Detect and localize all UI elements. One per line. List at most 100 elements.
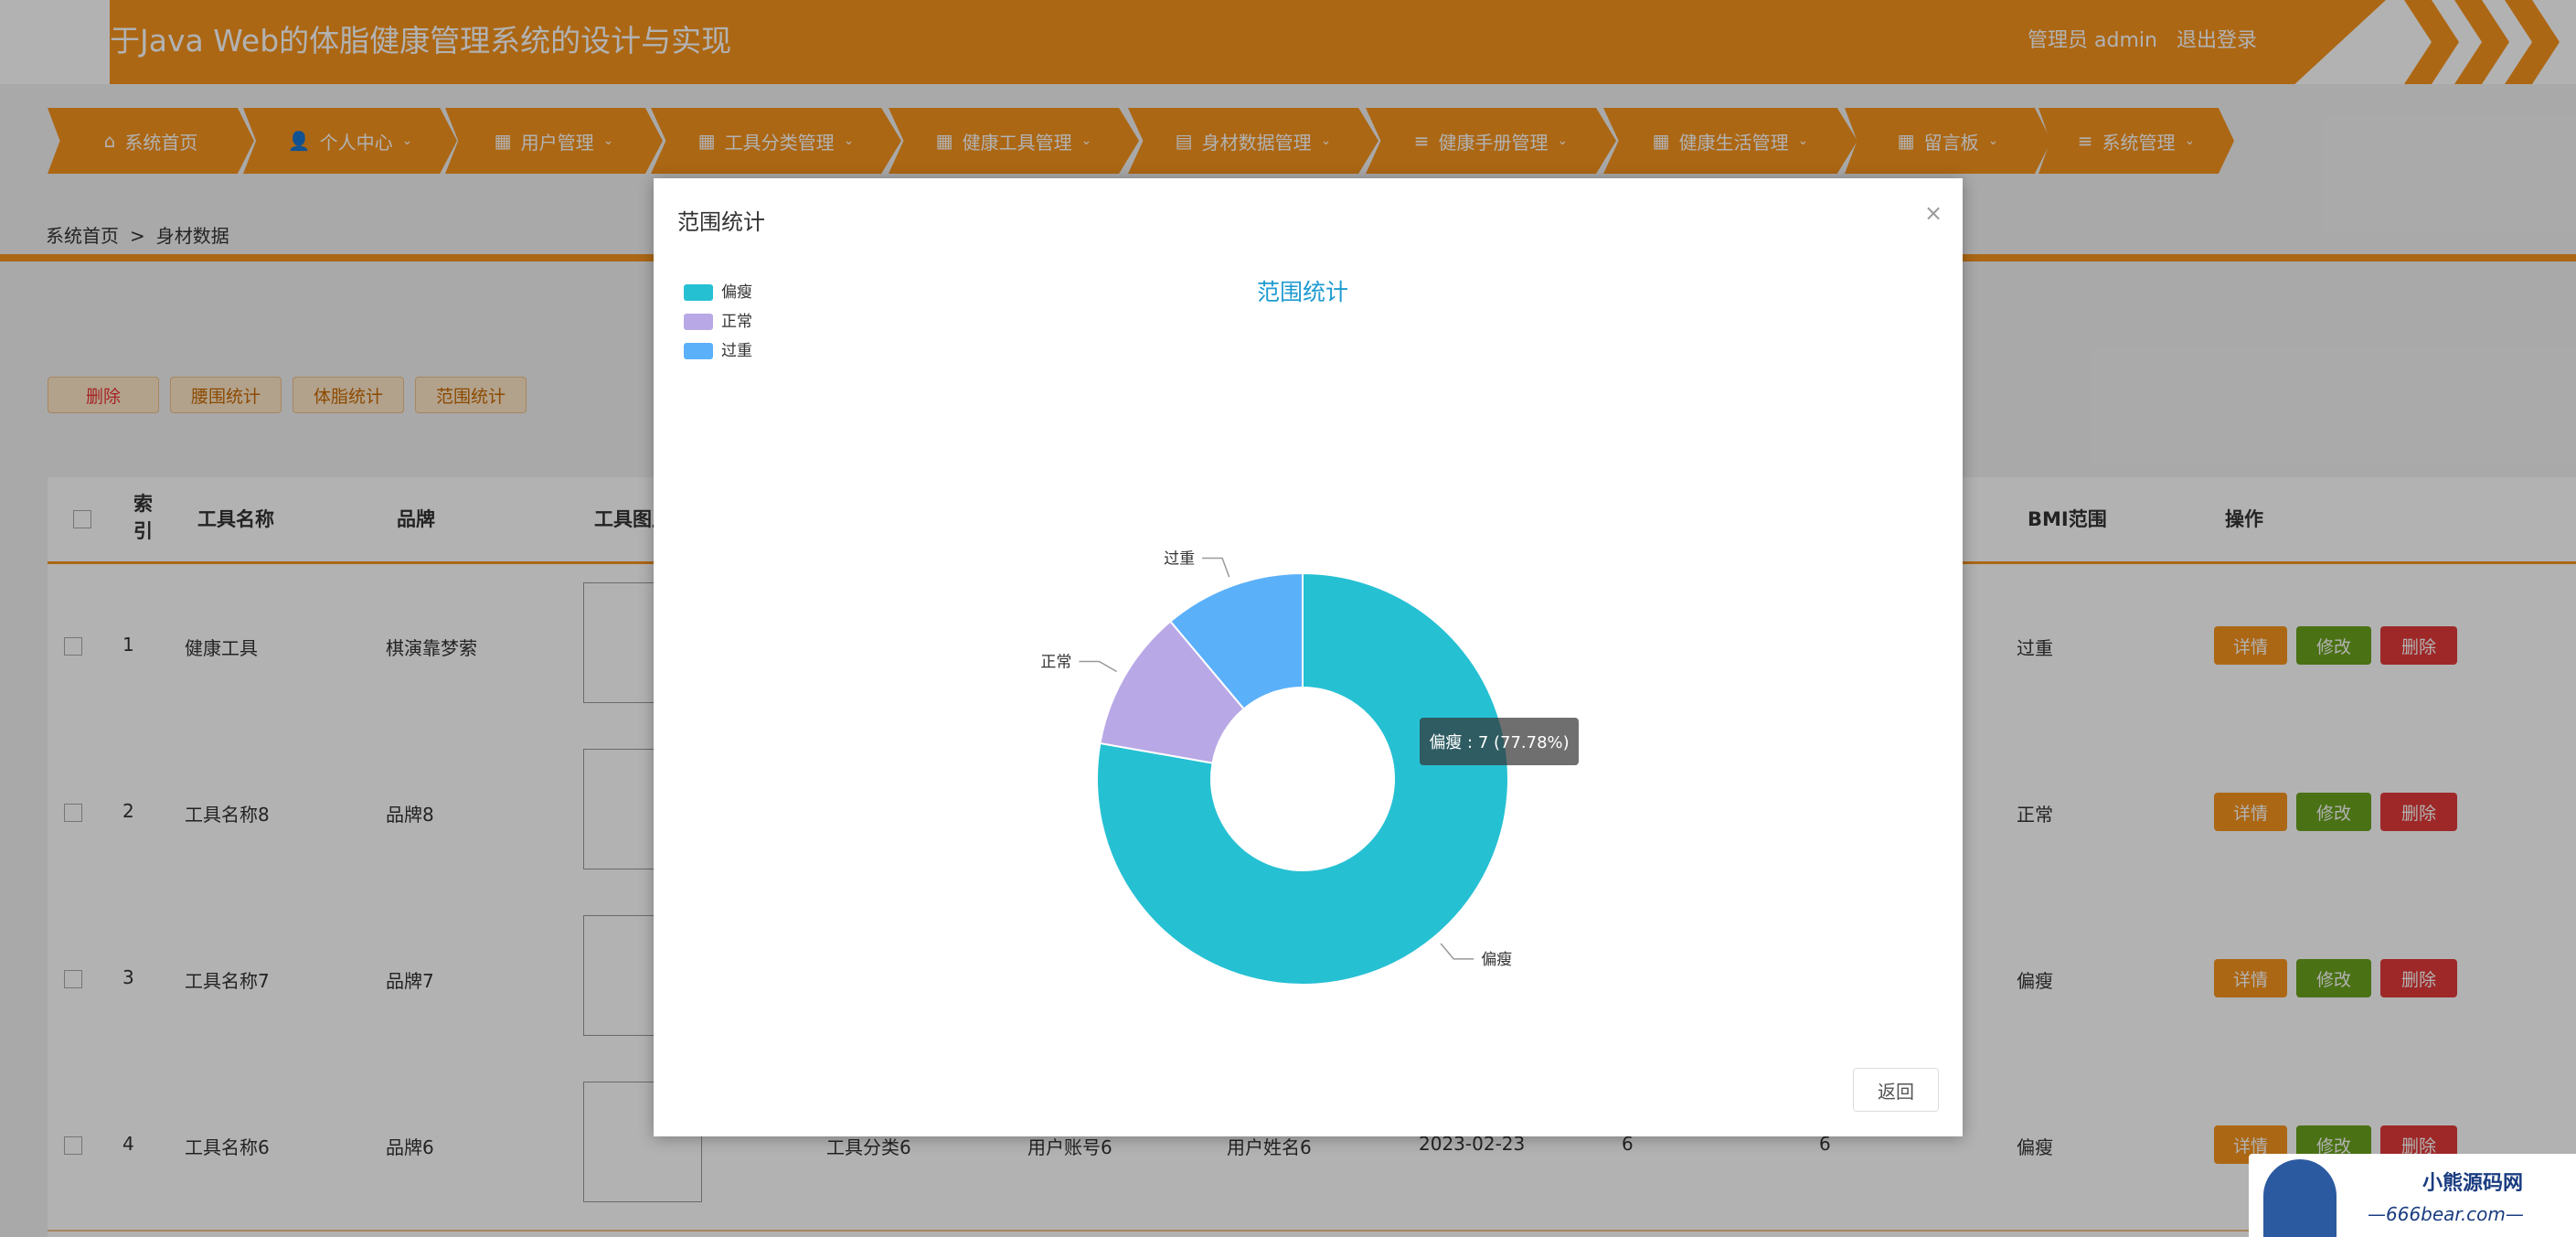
main-nav: ⌂ 系统首页 👤 个人中心 ⌄ ▦ 用户管理 ⌄ ▦ 工具分类管理 ⌄ ▦ 健康工具管理 ⌄ ▤ 身材数据管理… bbox=[0, 101, 2576, 183]
label-line bbox=[1440, 943, 1474, 960]
th-index: 索引 bbox=[133, 493, 153, 542]
delete-button[interactable]: 删除 bbox=[48, 377, 159, 413]
row-extra-4: 6 bbox=[1622, 1133, 1634, 1155]
logout-link[interactable]: 退出登录 bbox=[2176, 29, 2257, 52]
nav-item-label: 健康手册管理 bbox=[1438, 131, 1549, 154]
chevron-down-icon: ⌄ bbox=[843, 133, 855, 148]
chevron-down-icon: ⌄ bbox=[1987, 133, 1999, 148]
home-icon: ⌂ bbox=[103, 130, 116, 152]
row-name: 工具名称6 bbox=[185, 1136, 270, 1158]
site-title: 于Java Web的体脂健康管理系统的设计与实现 bbox=[110, 23, 732, 59]
row-checkbox[interactable] bbox=[64, 970, 82, 988]
range-stats-modal: 范围统计 × 范围统计 偏瘦 正常 过重 偏瘦 正常 过重 偏瘦 : 7 (77.78%) 返… bbox=[654, 178, 1963, 1136]
row-brand: 棋演靠梦萦 bbox=[386, 637, 477, 659]
label-line bbox=[1202, 557, 1230, 578]
nav-item-7[interactable]: ▦ 健康生活管理 ⌄ bbox=[1603, 108, 1857, 174]
breadcrumb: 系统首页 > 身材数据 bbox=[46, 221, 229, 248]
nav-item-label: 系统管理 bbox=[2102, 131, 2176, 154]
return-button[interactable]: 返回 bbox=[1853, 1068, 1939, 1112]
row-name: 健康工具 bbox=[185, 637, 258, 659]
row-bmi-range: 偏瘦 bbox=[2017, 970, 2053, 992]
nav-item-9[interactable]: ≡ 系统管理 ⌄ bbox=[2038, 108, 2234, 174]
breadcrumb-home[interactable]: 系统首页 bbox=[46, 225, 119, 247]
legend-swatch bbox=[684, 314, 713, 330]
nav-item-5[interactable]: ▤ 身材数据管理 ⌄ bbox=[1128, 108, 1378, 174]
nav-item-3[interactable]: ▦ 工具分类管理 ⌄ bbox=[651, 108, 901, 174]
legend-label: 偏瘦 bbox=[721, 283, 752, 302]
delete-row-button[interactable]: 删除 bbox=[2380, 793, 2457, 831]
nav-item-label: 身材数据管理 bbox=[1201, 131, 1312, 154]
close-icon[interactable]: × bbox=[1924, 200, 1943, 226]
tooltip-text: 偏瘦 : 7 (77.78%) bbox=[1429, 733, 1569, 752]
legend-swatch bbox=[684, 343, 713, 359]
nav-item-1[interactable]: 👤 个人中心 ⌄ bbox=[243, 108, 457, 174]
chevron-down-icon: ⌄ bbox=[1320, 133, 1332, 148]
row-extra-0: 工具分类6 bbox=[826, 1136, 911, 1158]
legend-label: 正常 bbox=[721, 313, 752, 331]
header: 于Java Web的体脂健康管理系统的设计与实现 管理员 admin 退出登录 bbox=[0, 0, 2576, 84]
th-bmi-range: BMI范围 bbox=[2028, 508, 2107, 530]
header-user: 管理员 admin 退出登录 bbox=[2028, 24, 2270, 53]
row-checkbox[interactable] bbox=[64, 637, 82, 656]
row-name: 工具名称8 bbox=[185, 804, 270, 826]
table-icon: ▤ bbox=[1175, 130, 1193, 152]
pie-slice bbox=[1168, 571, 1304, 710]
nav-item-2[interactable]: ▦ 用户管理 ⌄ bbox=[445, 108, 663, 174]
nav-item-6[interactable]: ≡ 健康手册管理 ⌄ bbox=[1366, 108, 1616, 174]
nav-item-0[interactable]: ⌂ 系统首页 bbox=[48, 108, 254, 174]
edit-button[interactable]: 修改 bbox=[2296, 793, 2371, 831]
edit-button[interactable]: 修改 bbox=[2296, 626, 2371, 665]
select-all-checkbox[interactable] bbox=[73, 510, 91, 528]
th-actions: 操作 bbox=[2225, 508, 2263, 530]
slice-label: 正常 bbox=[1040, 654, 1071, 672]
th-brand: 品牌 bbox=[397, 508, 435, 530]
chevron-decoration-icon bbox=[2404, 0, 2560, 84]
row-bmi-range: 过重 bbox=[2017, 637, 2053, 659]
row-brand: 品牌8 bbox=[386, 804, 434, 826]
grid-icon: ▦ bbox=[1652, 130, 1670, 152]
watermark-logo: 小熊源码网 —666bear.com— bbox=[2249, 1154, 2576, 1237]
nav-item-label: 工具分类管理 bbox=[724, 131, 835, 154]
nav-item-label: 用户管理 bbox=[520, 131, 594, 154]
tooltip-box bbox=[1420, 718, 1579, 765]
modal-title: 范围统计 bbox=[677, 209, 765, 235]
breadcrumb-current: 身材数据 bbox=[155, 225, 229, 247]
grid-icon: ▦ bbox=[494, 130, 512, 152]
label-line bbox=[1079, 660, 1117, 673]
legend-swatch bbox=[684, 284, 713, 301]
nav-item-4[interactable]: ▦ 健康工具管理 ⌄ bbox=[889, 108, 1139, 174]
weight-stats-button[interactable]: 体脂统计 bbox=[293, 377, 404, 413]
delete-row-button[interactable]: 删除 bbox=[2380, 626, 2457, 665]
waist-stats-button[interactable]: 腰围统计 bbox=[170, 377, 282, 413]
detail-button[interactable]: 详情 bbox=[2214, 626, 2287, 665]
row-bmi-range: 正常 bbox=[2017, 804, 2053, 826]
slice-label: 偏瘦 bbox=[1481, 951, 1512, 969]
chevron-down-icon: ⌄ bbox=[602, 133, 614, 148]
header-bar bbox=[110, 0, 2386, 84]
row-extra-2: 用户姓名6 bbox=[1227, 1136, 1312, 1158]
row-extra-6: 6 bbox=[1819, 1133, 1831, 1155]
th-name: 工具名称 bbox=[197, 508, 274, 530]
user-icon: 👤 bbox=[287, 130, 311, 152]
row-checkbox[interactable] bbox=[64, 1136, 82, 1155]
row-checkbox[interactable] bbox=[64, 804, 82, 822]
nav-item-label: 健康生活管理 bbox=[1678, 131, 1789, 154]
row-index: 2 bbox=[122, 800, 134, 822]
nav-item-label: 系统首页 bbox=[124, 131, 198, 154]
list-icon: ≡ bbox=[1413, 130, 1430, 152]
chart-title: 范围统计 bbox=[1257, 279, 1348, 305]
detail-button[interactable]: 详情 bbox=[2214, 959, 2287, 997]
delete-row-button[interactable]: 删除 bbox=[2380, 959, 2457, 997]
nav-item-label: 留言板 bbox=[1923, 131, 1979, 154]
chevron-down-icon: ⌄ bbox=[1080, 133, 1092, 148]
detail-button[interactable]: 详情 bbox=[2214, 793, 2287, 831]
row-brand: 品牌7 bbox=[386, 970, 434, 992]
admin-label: 管理员 admin bbox=[2028, 29, 2157, 52]
row-extra-1: 用户账号6 bbox=[1027, 1136, 1112, 1158]
legend-label: 过重 bbox=[721, 342, 752, 360]
edit-button[interactable]: 修改 bbox=[2296, 959, 2371, 997]
range-stats-button[interactable]: 范围统计 bbox=[415, 377, 527, 413]
nav-item-label: 个人中心 bbox=[319, 131, 393, 154]
nav-item-8[interactable]: ▦ 留言板 ⌄ bbox=[1845, 108, 2051, 174]
